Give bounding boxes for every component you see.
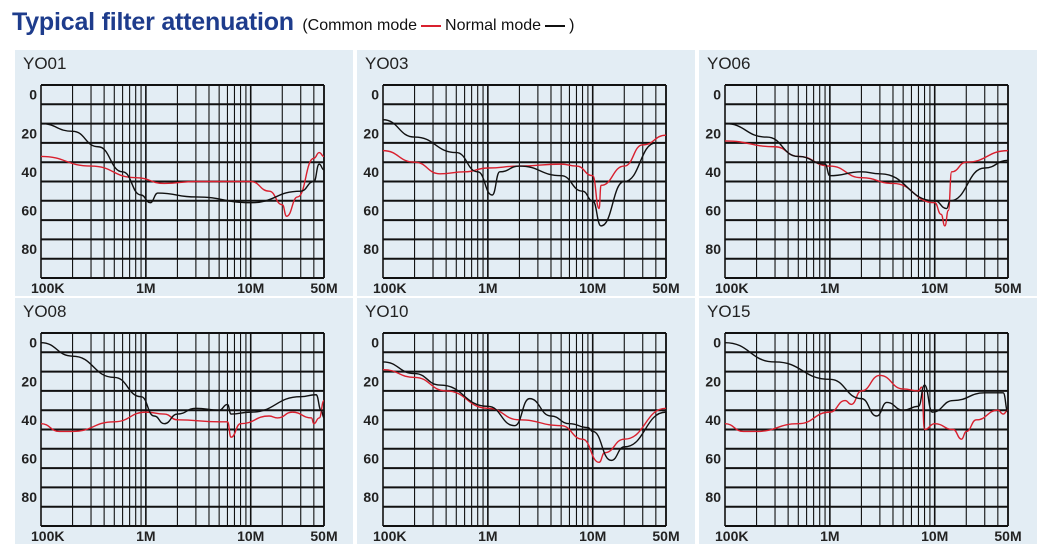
- x-tick-label: 100K: [373, 528, 406, 544]
- y-tick-label: 20: [21, 125, 37, 141]
- y-tick-label: 0: [29, 87, 37, 103]
- x-tick-label: 10M: [921, 280, 948, 296]
- chart-panel-yo06: 0 20 40 60 80 100K 1M 10M 50M YO06: [699, 50, 1037, 296]
- series-normal-mode: [40, 122, 325, 204]
- y-tick-label: 40: [363, 164, 379, 180]
- x-tick-label: 10M: [237, 280, 264, 296]
- y-tick-label: 60: [21, 202, 37, 218]
- chart-panel-yo08: 0 20 40 60 80 100K 1M 10M 50M YO08: [15, 298, 353, 544]
- y-tick-label: 20: [21, 373, 37, 389]
- x-tick-label: 100K: [31, 280, 64, 296]
- x-tick-label: 1M: [136, 280, 155, 296]
- x-tick-label: 50M: [994, 528, 1021, 544]
- series-normal-mode: [724, 341, 1009, 417]
- x-tick-label: 50M: [652, 280, 679, 296]
- chart-svg: 0 20 40 60 80 100K 1M 10M 50M: [363, 84, 680, 296]
- y-tick-label: 80: [21, 489, 37, 505]
- chart-title: YO08: [23, 302, 67, 321]
- y-tick-label: 0: [371, 87, 379, 103]
- y-tick-label: 40: [21, 412, 37, 428]
- legend-common-label: Common mode: [307, 17, 418, 34]
- series-normal-mode: [382, 361, 667, 462]
- series-common-mode: [724, 140, 1009, 227]
- chart-panel-yo03: 0 20 40 60 80 100K 1M 10M 50M YO03: [357, 50, 695, 296]
- chart-svg: 0 20 40 60 80 100K 1M 10M 50M: [363, 332, 680, 544]
- x-tick-label: 50M: [994, 280, 1021, 296]
- chart-grid: 0 20 40 60 80 100K 1M 10M 50M YO01 0 20 40 60 80 100K 1M…: [15, 50, 1037, 544]
- chart-title: YO15: [707, 302, 751, 321]
- y-tick-label: 0: [713, 87, 721, 103]
- chart-svg: 0 20 40 60 80 100K 1M 10M 50M: [21, 84, 338, 296]
- y-tick-label: 40: [705, 164, 721, 180]
- y-tick-label: 60: [705, 202, 721, 218]
- y-tick-label: 60: [21, 450, 37, 466]
- chart-panel-yo15: 0 20 40 60 80 100K 1M 10M 50M YO15: [699, 298, 1037, 544]
- y-tick-label: 20: [705, 125, 721, 141]
- x-tick-label: 100K: [715, 280, 748, 296]
- chart-title: YO03: [365, 54, 409, 73]
- chart-title: YO06: [707, 54, 751, 73]
- y-tick-label: 20: [363, 125, 379, 141]
- y-tick-label: 0: [371, 335, 379, 351]
- y-tick-label: 40: [21, 164, 37, 180]
- chart-svg: 0 20 40 60 80 100K 1M 10M 50M: [21, 332, 338, 544]
- y-tick-label: 80: [363, 241, 379, 257]
- y-tick-label: 20: [363, 373, 379, 389]
- x-tick-label: 50M: [310, 528, 337, 544]
- series-common-mode: [382, 134, 667, 210]
- x-tick-label: 100K: [373, 280, 406, 296]
- x-tick-label: 10M: [579, 280, 606, 296]
- series-normal-mode: [382, 119, 666, 227]
- y-tick-label: 60: [363, 450, 379, 466]
- x-tick-label: 100K: [31, 528, 64, 544]
- x-tick-label: 1M: [478, 280, 497, 296]
- x-tick-label: 1M: [820, 528, 839, 544]
- x-tick-label: 1M: [136, 528, 155, 544]
- y-tick-label: 0: [29, 335, 37, 351]
- y-tick-label: 60: [705, 450, 721, 466]
- legend-normal-label: Normal mode: [445, 17, 542, 34]
- x-tick-label: 50M: [310, 280, 337, 296]
- y-tick-label: 20: [705, 373, 721, 389]
- chart-panel-yo01: 0 20 40 60 80 100K 1M 10M 50M YO01: [15, 50, 353, 296]
- x-tick-label: 10M: [921, 528, 948, 544]
- series-common-mode: [40, 151, 325, 217]
- x-tick-label: 10M: [579, 528, 606, 544]
- x-tick-label: 50M: [652, 528, 679, 544]
- x-tick-label: 1M: [820, 280, 839, 296]
- chart-svg: 0 20 40 60 80 100K 1M 10M 50M: [705, 332, 1022, 544]
- y-tick-label: 40: [363, 412, 379, 428]
- x-tick-label: 100K: [715, 528, 748, 544]
- y-tick-label: 80: [705, 241, 721, 257]
- legend-normal-swatch: [545, 24, 566, 27]
- y-tick-label: 80: [705, 489, 721, 505]
- x-tick-label: 1M: [478, 528, 497, 544]
- legend-paren-open: (: [302, 17, 308, 34]
- chart-svg: 0 20 40 60 80 100K 1M 10M 50M: [705, 84, 1022, 296]
- series-common-mode: [40, 399, 325, 438]
- y-tick-label: 60: [363, 202, 379, 218]
- legend: (Common mode Normal mode): [302, 17, 574, 34]
- y-tick-label: 0: [713, 335, 721, 351]
- series-common-mode: [382, 368, 667, 464]
- y-tick-label: 80: [363, 489, 379, 505]
- series-normal-mode: [40, 341, 325, 425]
- chart-panel-yo10: 0 20 40 60 80 100K 1M 10M 50M YO10: [357, 298, 695, 544]
- y-tick-label: 80: [21, 241, 37, 257]
- chart-title: YO10: [365, 302, 409, 321]
- header: Typical filter attenuation (Common mode N…: [12, 8, 574, 37]
- legend-paren-close: ): [569, 17, 575, 34]
- x-tick-label: 10M: [237, 528, 264, 544]
- y-tick-label: 40: [705, 412, 721, 428]
- series-normal-mode: [724, 122, 1009, 210]
- chart-title: YO01: [23, 54, 67, 73]
- legend-common-swatch: [421, 24, 442, 27]
- series-common-mode: [724, 374, 1009, 440]
- page-title: Typical filter attenuation: [12, 8, 294, 36]
